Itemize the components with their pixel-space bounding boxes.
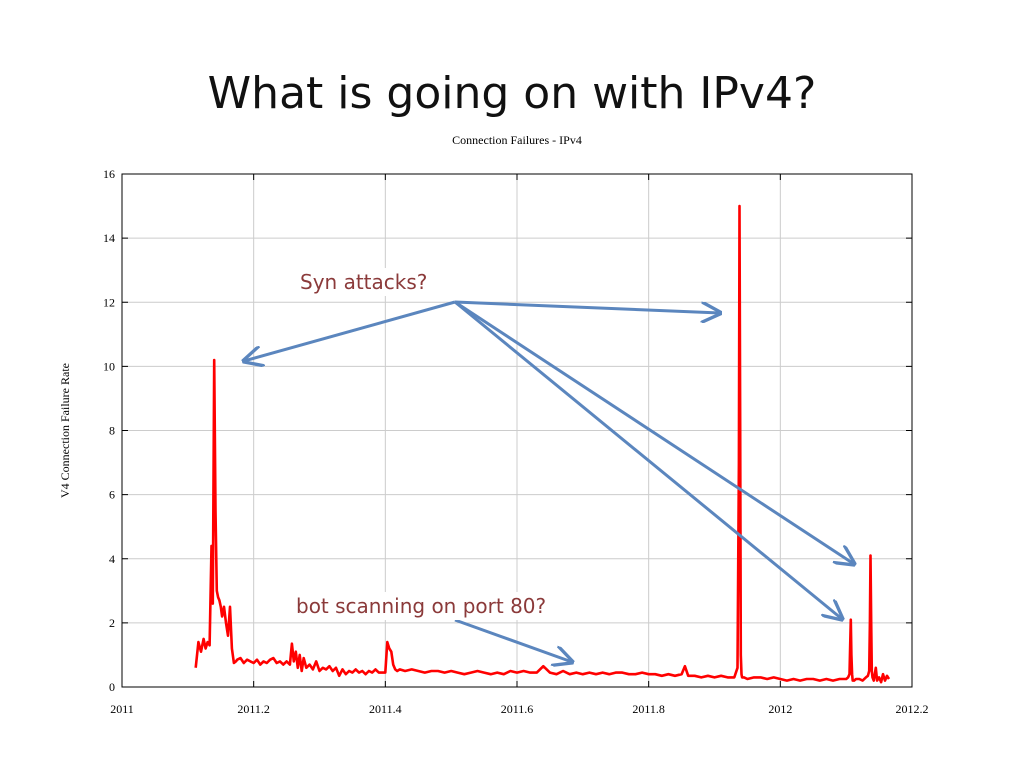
y-axis-label: V4 Connection Failure Rate — [58, 363, 72, 498]
slide-title: What is going on with IPv4? — [207, 68, 817, 119]
annotation-arrow — [454, 618, 572, 662]
series-line — [194, 204, 891, 684]
y-tick-label: 0 — [109, 680, 115, 694]
annotation-arrow — [454, 300, 842, 619]
x-tick-label: 2011.4 — [369, 702, 402, 716]
y-tick-label: 2 — [109, 616, 115, 630]
y-tick-label: 4 — [109, 552, 115, 566]
bot-scanning-annotation: bot scanning on port 80? — [290, 592, 553, 620]
syn-attacks-annotation: Syn attacks? — [294, 268, 434, 296]
y-tick-label: 6 — [109, 488, 115, 502]
x-tick-label: 2011 — [110, 702, 134, 716]
annotation-arrow — [244, 300, 456, 361]
annotation-arrow — [454, 300, 720, 313]
y-tick-label: 12 — [103, 295, 115, 309]
y-tick-label: 10 — [103, 359, 115, 373]
x-tick-label: 2011.6 — [501, 702, 534, 716]
y-tick-label: 14 — [103, 231, 115, 245]
x-tick-label: 2011.8 — [632, 702, 665, 716]
annotation-arrow — [454, 300, 854, 564]
y-tick-label: 8 — [109, 424, 115, 438]
chart-title: Connection Failures - IPv4 — [452, 133, 582, 147]
x-tick-label: 2012.2 — [896, 702, 929, 716]
x-tick-label: 2011.2 — [237, 702, 270, 716]
x-tick-label: 2012 — [768, 702, 792, 716]
y-tick-label: 16 — [103, 167, 115, 181]
